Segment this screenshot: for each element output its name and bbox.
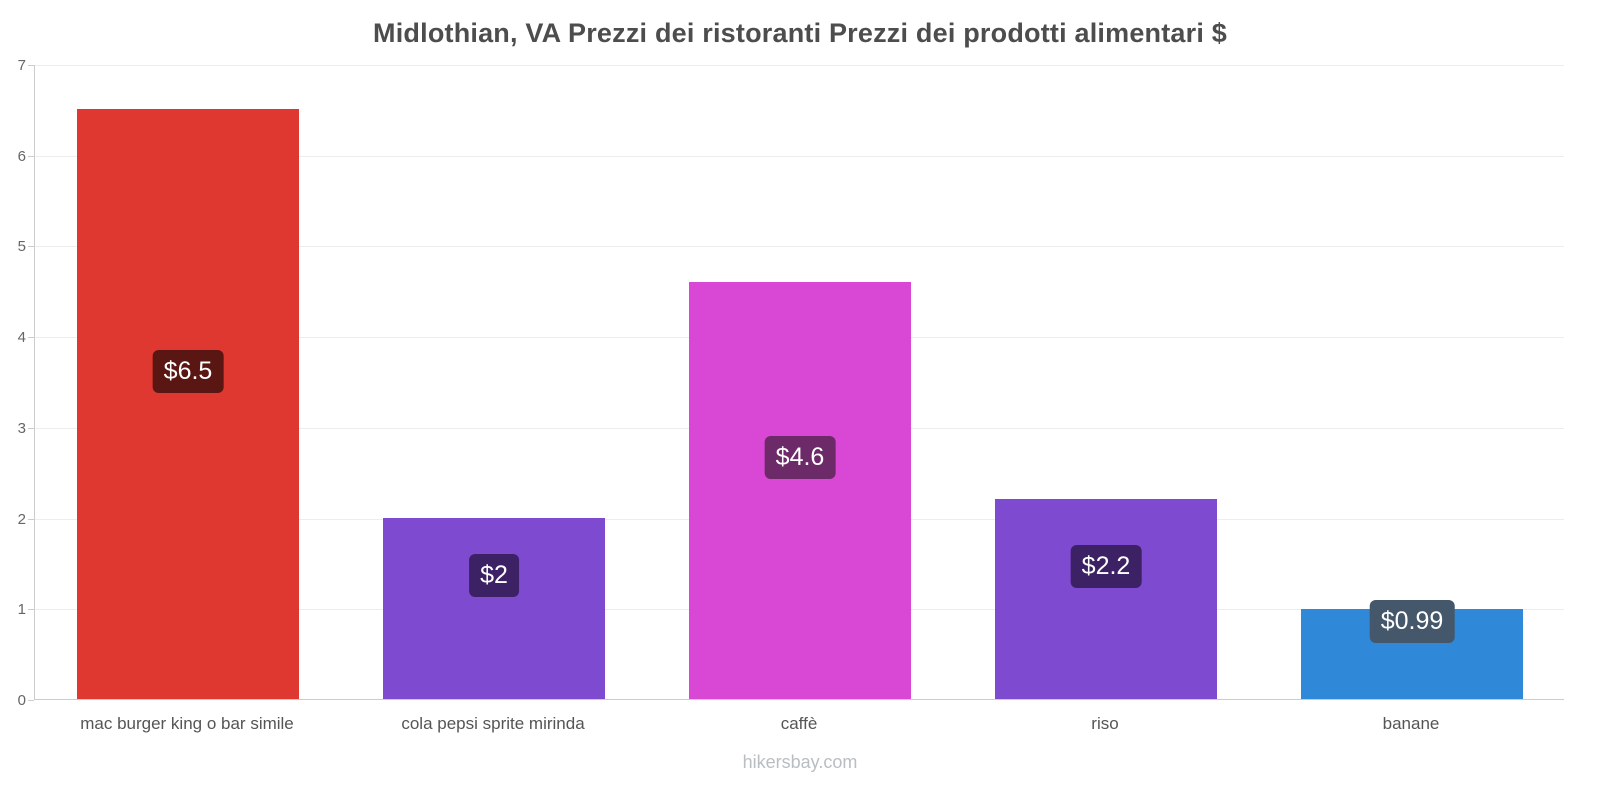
bar-value-label: $0.99 xyxy=(1369,600,1455,644)
y-tick-mark xyxy=(28,65,34,66)
y-tick-label: 2 xyxy=(17,510,26,528)
bar: $6.5 xyxy=(77,109,299,699)
x-category-label: cola pepsi sprite mirinda xyxy=(401,714,585,733)
bar: $2 xyxy=(383,517,605,699)
x-category-label: riso xyxy=(1091,714,1119,733)
y-tick-mark xyxy=(28,427,34,429)
bar-value-label: $2 xyxy=(469,554,519,598)
y-tick-label: 4 xyxy=(17,329,26,347)
gridline xyxy=(35,65,1564,66)
bar: $4.6 xyxy=(689,281,911,699)
y-tick-mark xyxy=(28,700,34,701)
y-tick-label: 7 xyxy=(17,57,26,74)
y-tick-label: 5 xyxy=(17,238,26,256)
bar: $2.2 xyxy=(995,499,1217,699)
chart-title: Midlothian, VA Prezzi dei ristoranti Pre… xyxy=(373,18,1227,48)
y-tick-mark xyxy=(28,609,34,611)
bar-value-label: $6.5 xyxy=(152,350,224,394)
gridline xyxy=(35,246,1564,248)
y-tick-mark xyxy=(28,518,34,520)
plot-area: $6.5 $2 $4.6 $2.2 $0.99 xyxy=(34,65,1564,700)
x-category-label: caffè xyxy=(780,714,818,733)
y-tick-label: 3 xyxy=(17,419,26,437)
y-tick-mark xyxy=(28,155,34,157)
y-tick-label: 0 xyxy=(17,692,26,709)
x-category-label: mac burger king o bar simile xyxy=(80,714,294,733)
bar-value-label: $2.2 xyxy=(1070,545,1142,589)
footer-watermark: hikersbay.com xyxy=(742,752,858,772)
y-tick-label: 1 xyxy=(17,601,26,619)
x-category-label: banane xyxy=(1382,714,1440,733)
gridline xyxy=(35,155,1564,157)
bar: $0.99 xyxy=(1301,600,1523,699)
y-tick-label: 6 xyxy=(17,147,26,165)
bar-value-label: $4.6 xyxy=(764,436,836,480)
y-tick-mark xyxy=(28,246,34,248)
y-tick-mark xyxy=(28,337,34,339)
